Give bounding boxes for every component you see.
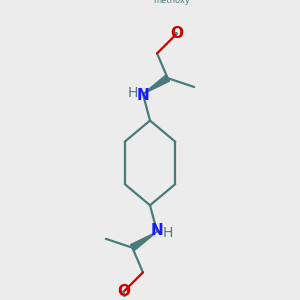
Text: O: O xyxy=(170,26,183,41)
Text: N: N xyxy=(136,88,149,103)
Text: methoxy: methoxy xyxy=(153,0,190,5)
Text: N: N xyxy=(151,223,164,238)
Text: O: O xyxy=(117,284,130,299)
Polygon shape xyxy=(143,75,169,94)
Text: H: H xyxy=(163,226,173,240)
Text: H: H xyxy=(127,86,137,100)
Polygon shape xyxy=(130,232,157,250)
